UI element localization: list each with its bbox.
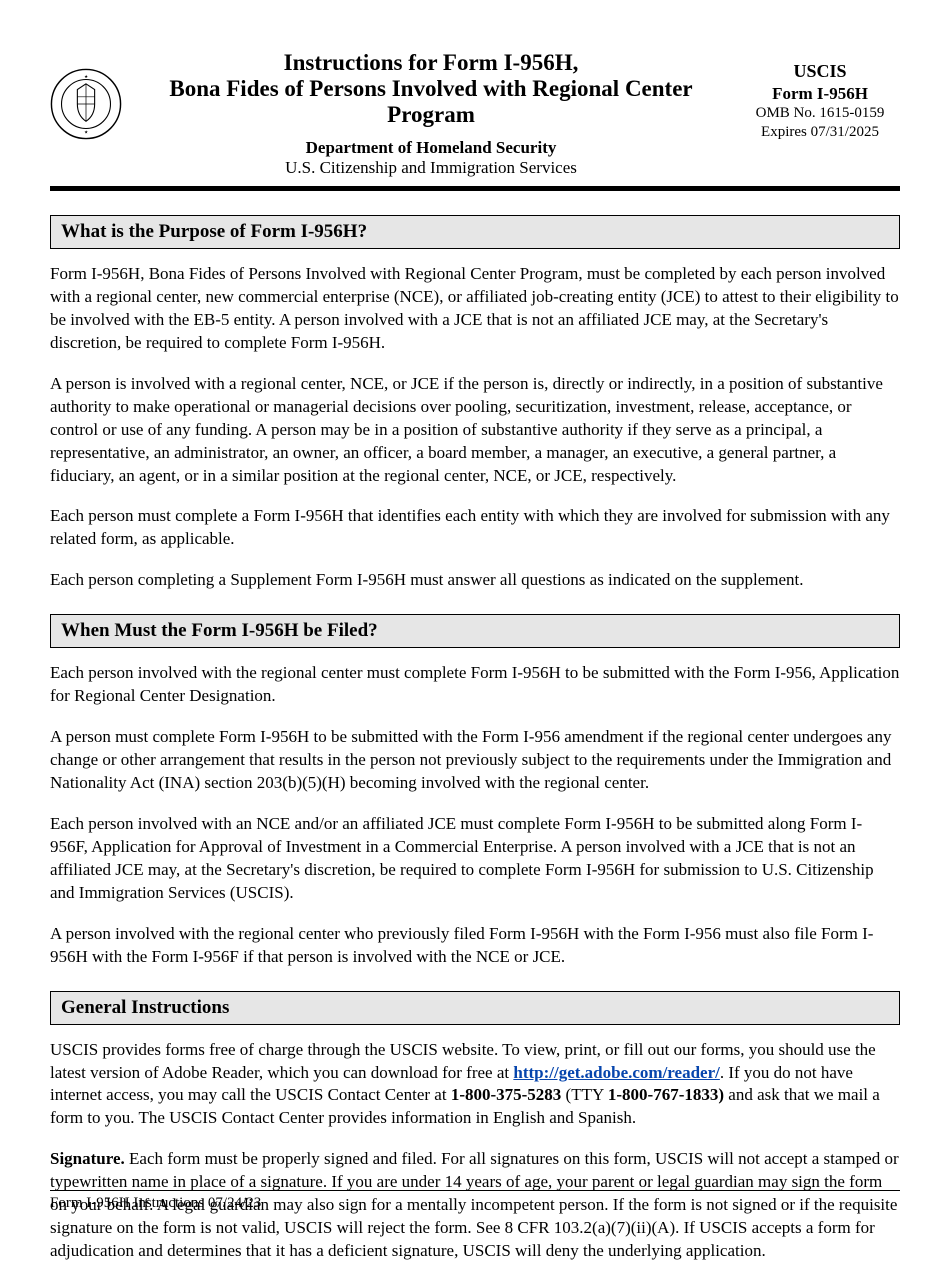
meta-form: Form I-956H (740, 83, 900, 104)
meta-uscis: USCIS (740, 60, 900, 83)
section-general: General Instructions USCIS provides form… (50, 991, 900, 1263)
paragraph: Form I-956H, Bona Fides of Persons Invol… (50, 263, 900, 355)
page-header: ★ ★ Instructions for Form I-956H, Bona F… (50, 50, 900, 178)
form-meta: USCIS Form I-956H OMB No. 1615-0159 Expi… (740, 60, 900, 141)
section-heading: When Must the Form I-956H be Filed? (50, 614, 900, 648)
section-when-file: When Must the Form I-956H be Filed? Each… (50, 614, 900, 968)
paragraph: Each person involved with an NCE and/or … (50, 813, 900, 905)
signature-label: Signature. (50, 1149, 125, 1168)
phone-tty: 1-800-767-1833) (608, 1085, 724, 1104)
title-line-2: Bona Fides of Persons Involved with Regi… (128, 76, 734, 128)
phone-main: 1-800-375-5283 (451, 1085, 561, 1104)
page-footer: Form I-956H Instructions 07/24/23 (50, 1190, 900, 1212)
paragraph: A person involved with the regional cent… (50, 923, 900, 969)
paragraph: A person must complete Form I-956H to be… (50, 726, 900, 795)
dhs-seal-icon: ★ ★ (50, 68, 122, 140)
meta-expires: Expires 07/31/2025 (740, 123, 900, 142)
paragraph: Each person must complete a Form I-956H … (50, 505, 900, 551)
svg-text:★: ★ (84, 130, 88, 135)
section-heading: General Instructions (50, 991, 900, 1025)
paragraph: Each person completing a Supplement Form… (50, 569, 900, 592)
section-purpose: What is the Purpose of Form I-956H? Form… (50, 215, 900, 592)
footer-rule (50, 1190, 900, 1191)
paragraph: Each person involved with the regional c… (50, 662, 900, 708)
department: Department of Homeland Security (128, 138, 734, 158)
svg-text:★: ★ (84, 74, 88, 79)
section-heading: What is the Purpose of Form I-956H? (50, 215, 900, 249)
title-line-1: Instructions for Form I-956H, (128, 50, 734, 76)
paragraph: USCIS provides forms free of charge thro… (50, 1039, 900, 1131)
adobe-reader-link[interactable]: http://get.adobe.com/reader/ (513, 1063, 719, 1082)
header-rule (50, 186, 900, 191)
title-block: Instructions for Form I-956H, Bona Fides… (122, 50, 740, 178)
agency: U.S. Citizenship and Immigration Service… (128, 158, 734, 178)
text: (TTY (561, 1085, 608, 1104)
footer-text: Form I-956H Instructions 07/24/23 (50, 1195, 261, 1211)
meta-omb: OMB No. 1615-0159 (740, 104, 900, 123)
paragraph: A person is involved with a regional cen… (50, 373, 900, 488)
